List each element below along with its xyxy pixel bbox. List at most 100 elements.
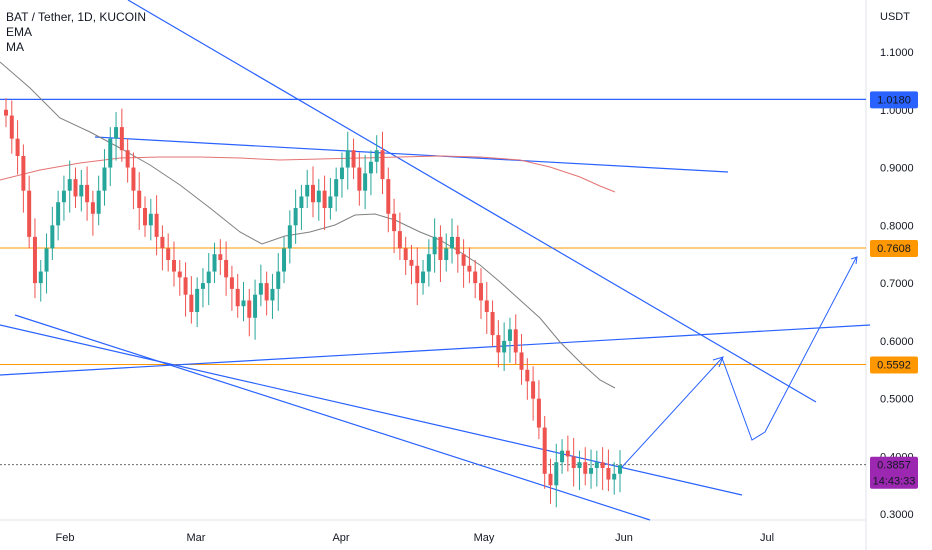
- trendline: [14, 314, 651, 521]
- candle-body: [357, 167, 362, 191]
- candle-body: [397, 231, 402, 249]
- moving-averages: [0, 61, 616, 389]
- candle-body: [311, 184, 315, 203]
- time-axis[interactable]: Feb Mar Apr May Jun Jul: [56, 532, 775, 544]
- candle-body: [484, 300, 489, 312]
- candle-body: [9, 115, 14, 139]
- candle-body: [392, 213, 397, 232]
- time-tick-label: Mar: [187, 532, 206, 544]
- candle-body: [363, 173, 368, 191]
- price-label-text: 0.7608: [877, 243, 911, 255]
- candle-body: [200, 283, 205, 289]
- candle-body: [15, 138, 20, 156]
- trendline: [0, 324, 743, 496]
- candle-body: [61, 190, 66, 203]
- candle-body: [27, 190, 32, 237]
- candle-body: [438, 236, 443, 260]
- time-tick-label: Jun: [615, 532, 633, 544]
- candle-body: [450, 236, 455, 249]
- price-tick-label: 0.9000: [880, 163, 914, 175]
- candle-body: [380, 150, 385, 180]
- candle-body: [235, 288, 240, 307]
- candle-body: [560, 450, 565, 463]
- price-axis[interactable]: USDT 1.10001.00000.90000.80000.70000.600…: [880, 11, 914, 521]
- candle-body: [606, 468, 611, 480]
- candle-body: [612, 473, 617, 480]
- candle-body: [426, 254, 431, 272]
- ema-line: [0, 155, 616, 193]
- candle-body: [125, 150, 130, 168]
- candle-body: [345, 150, 350, 168]
- time-tick-label: May: [474, 532, 495, 544]
- candle-body: [282, 248, 287, 272]
- candle-body: [258, 283, 263, 295]
- price-tick-label: 0.5000: [880, 394, 914, 406]
- indicator-ema-label[interactable]: EMA: [6, 25, 33, 39]
- candle-body: [154, 213, 159, 237]
- candle-body: [305, 184, 310, 197]
- candle-body: [444, 248, 449, 260]
- price-label-text: 0.5592: [877, 359, 911, 371]
- candle-body: [4, 109, 8, 116]
- price-tick-label: 1.1000: [880, 47, 914, 59]
- candle-body: [241, 300, 246, 307]
- price-tick-label: 0.8000: [880, 220, 914, 232]
- candle-body: [206, 271, 211, 284]
- candle-body: [218, 254, 223, 260]
- candle-body: [224, 260, 229, 278]
- candle-body: [90, 202, 95, 214]
- candle-body: [421, 271, 426, 284]
- candle-body: [119, 127, 124, 151]
- time-tick-label: Feb: [56, 532, 75, 544]
- trendline: [0, 324, 871, 376]
- candle-body: [461, 254, 466, 266]
- candle-body: [583, 462, 588, 474]
- candle-body: [490, 312, 495, 336]
- trendline: [127, 0, 817, 403]
- candle-body: [264, 283, 269, 301]
- candle-body: [536, 398, 541, 428]
- candle-body: [496, 335, 501, 353]
- candle-body: [131, 167, 136, 191]
- candle-body: [38, 271, 43, 284]
- candle-body: [600, 462, 605, 468]
- candle-body: [478, 283, 483, 301]
- candle-body: [513, 329, 518, 353]
- candle-body: [519, 352, 524, 370]
- candle-body: [565, 450, 570, 457]
- candle-body: [229, 277, 234, 289]
- candle-body: [287, 225, 292, 249]
- symbol-title[interactable]: BAT / Tether, 1D, KUCOIN: [6, 10, 147, 24]
- trendline: [94, 136, 729, 173]
- candle-body: [409, 260, 414, 266]
- candle-body: [171, 260, 176, 272]
- time-tick-label: Apr: [332, 532, 349, 544]
- candle-body: [189, 294, 194, 312]
- candle-body: [183, 277, 188, 295]
- candle-body: [618, 465, 622, 474]
- candle-body: [525, 369, 530, 382]
- candle-body: [293, 208, 298, 226]
- projection-arrowhead: [850, 256, 858, 265]
- indicator-ma-label[interactable]: MA: [6, 40, 24, 54]
- candle-body: [473, 271, 478, 284]
- candle-body: [531, 381, 536, 399]
- candle-body: [102, 167, 107, 191]
- candle-body: [177, 271, 182, 278]
- candle-body: [368, 161, 373, 174]
- candle-body: [502, 340, 507, 353]
- candle-body: [594, 462, 599, 468]
- candle-body: [299, 196, 304, 208]
- candle-body: [143, 208, 148, 226]
- projection-arrow: [621, 257, 857, 468]
- candle-body: [339, 167, 344, 180]
- candle-body: [56, 202, 61, 226]
- candle-body: [79, 184, 84, 197]
- candle-body: [507, 329, 512, 341]
- grid-lines: [0, 0, 867, 550]
- price-label-box: [870, 91, 918, 109]
- price-labels: 1.0180 0.7608 0.5592 0.3857 14:43:33: [870, 91, 918, 489]
- candle-body: [21, 156, 26, 191]
- projection-path[interactable]: [621, 256, 858, 468]
